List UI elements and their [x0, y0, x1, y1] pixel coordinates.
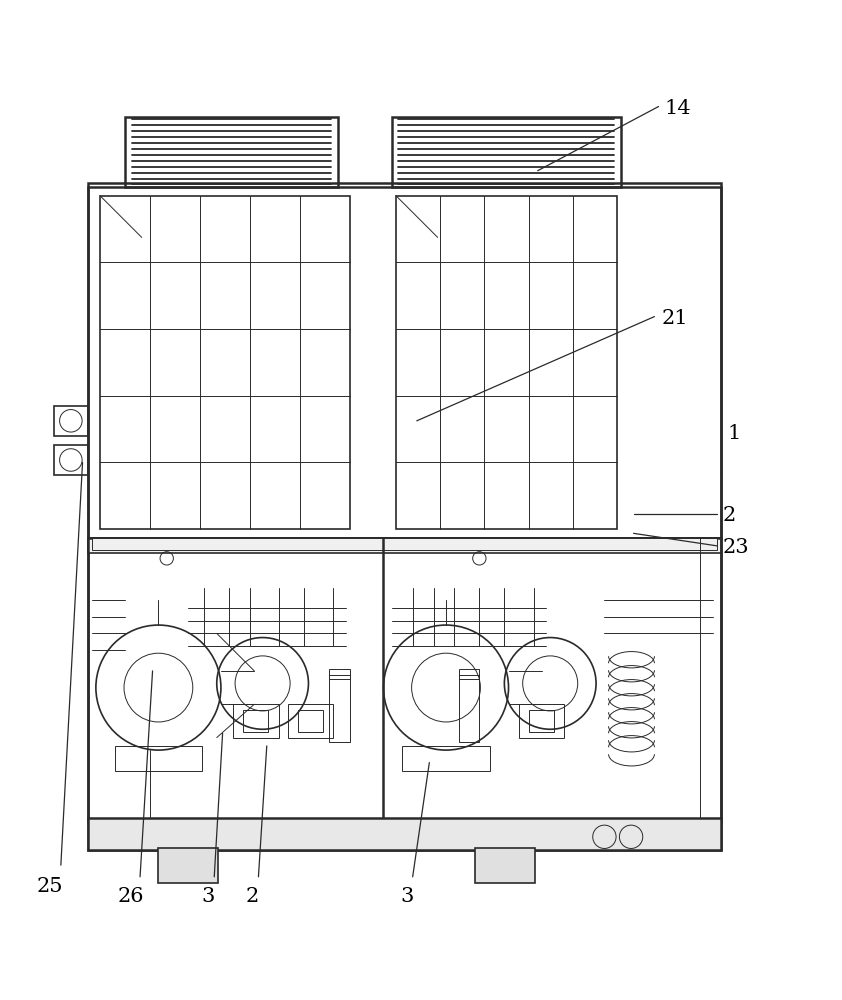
Text: 23: 23 — [722, 538, 749, 557]
Text: 2: 2 — [245, 887, 258, 906]
Bar — [475, 848, 536, 883]
Text: 21: 21 — [661, 309, 688, 328]
Bar — [529, 710, 553, 732]
Bar — [88, 538, 721, 821]
Bar — [288, 704, 333, 738]
Bar — [243, 710, 269, 732]
Bar — [88, 818, 721, 850]
Bar — [88, 187, 721, 538]
Bar — [54, 406, 88, 436]
Bar — [125, 117, 338, 187]
Bar — [459, 669, 479, 679]
Bar — [329, 669, 350, 679]
Bar — [297, 710, 322, 732]
Bar — [402, 746, 490, 771]
Bar — [701, 538, 721, 821]
Bar — [88, 538, 721, 553]
Bar — [54, 445, 88, 475]
Text: 3: 3 — [400, 887, 413, 906]
Bar — [115, 746, 202, 771]
Bar — [392, 117, 621, 187]
Bar — [396, 196, 617, 529]
Bar — [459, 675, 479, 742]
Bar — [92, 538, 717, 550]
Bar — [519, 704, 564, 738]
Bar — [329, 675, 350, 742]
Bar — [233, 704, 280, 738]
Bar — [88, 183, 721, 850]
Text: 26: 26 — [118, 887, 144, 906]
Text: 14: 14 — [664, 99, 691, 118]
Bar — [100, 196, 350, 529]
Text: 2: 2 — [722, 506, 736, 525]
Text: 3: 3 — [201, 887, 214, 906]
Bar — [158, 848, 218, 883]
Text: 25: 25 — [37, 877, 63, 896]
Text: 1: 1 — [727, 424, 741, 443]
